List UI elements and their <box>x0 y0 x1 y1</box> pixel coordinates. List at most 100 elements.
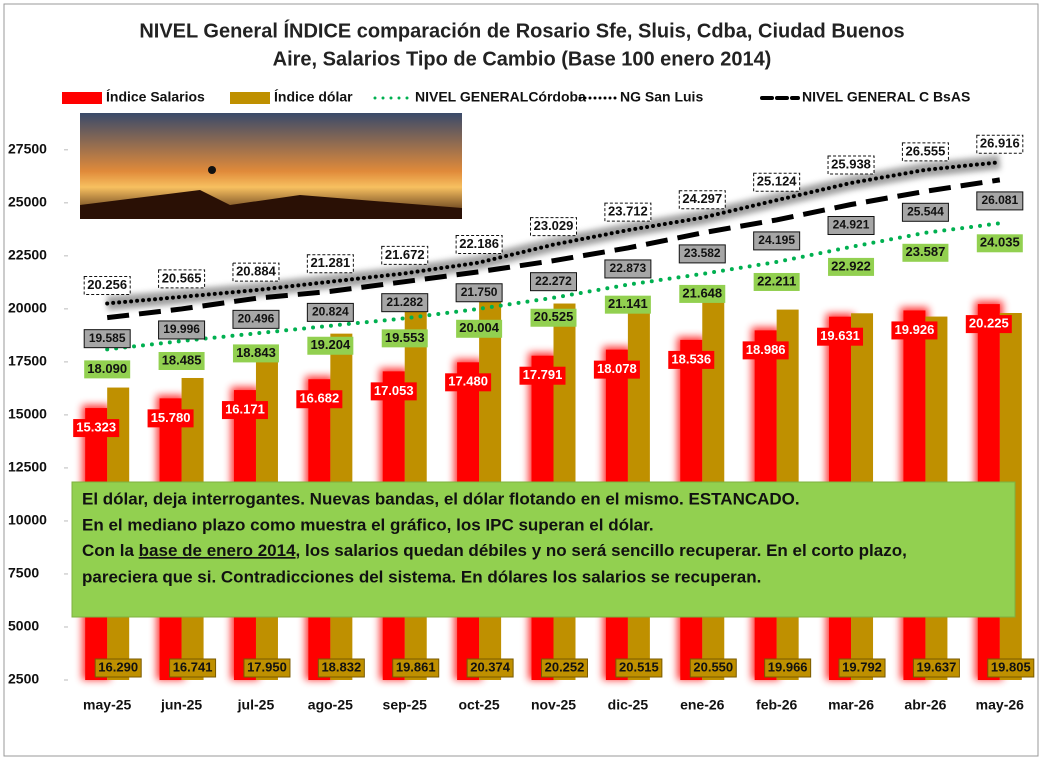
y-tick-label: 2500 <box>8 671 39 687</box>
y-tick-label: 27500 <box>8 141 47 157</box>
value-label: 20.225 <box>969 316 1009 331</box>
annotation-text: En el mediano plazo como muestra el gráf… <box>82 515 654 534</box>
y-tick-label: 22500 <box>8 247 47 263</box>
y-tick-label: 20000 <box>8 300 47 316</box>
value-label: 19.585 <box>89 331 126 345</box>
value-label: 19.553 <box>385 330 425 345</box>
annotation-text: pareciera que si. Contradicciones del si… <box>82 567 761 586</box>
value-label: 17.950 <box>247 659 287 674</box>
value-label: 20.550 <box>693 659 733 674</box>
value-label: 17.791 <box>523 367 563 382</box>
y-tick-label: 15000 <box>8 406 47 422</box>
value-label: 19.631 <box>820 328 860 343</box>
value-label: 25.124 <box>757 174 798 189</box>
value-label: 20.374 <box>470 659 511 674</box>
x-tick-label: may-25 <box>83 697 131 713</box>
value-label: 21.141 <box>608 296 648 311</box>
value-label: 17.053 <box>374 383 414 398</box>
value-label: 19.805 <box>991 659 1031 674</box>
photo-runner <box>208 166 216 174</box>
legend-swatch <box>230 92 270 104</box>
value-label: 19.637 <box>917 659 957 674</box>
chart-title: Aire, Salarios Tipo de Cambio (Base 100 … <box>273 48 772 70</box>
value-label: 20.256 <box>87 277 127 292</box>
value-label: 19.861 <box>396 659 436 674</box>
annotation-segment: Con la <box>82 541 139 560</box>
value-label: 21.648 <box>682 285 722 300</box>
value-label: 18.843 <box>236 345 276 360</box>
value-label: 20.496 <box>238 312 275 326</box>
page: {"chart_data": {"type": "bar", "title": … <box>0 0 1044 760</box>
value-label: 15.323 <box>76 419 116 434</box>
legend-label: NG San Luis <box>620 89 703 105</box>
value-label: 22.272 <box>535 274 572 288</box>
chart: NIVEL General ÍNDICE comparación de Rosa… <box>0 0 1044 760</box>
value-label: 24.195 <box>758 233 795 247</box>
value-label: 16.171 <box>225 402 265 417</box>
value-label: 20.515 <box>619 659 659 674</box>
value-label: 24.035 <box>980 235 1020 250</box>
x-tick-label: feb-26 <box>756 697 797 713</box>
value-label: 21.281 <box>310 255 350 270</box>
value-label: 22.211 <box>757 273 796 288</box>
value-label: 18.078 <box>597 361 637 376</box>
value-label: 25.938 <box>831 156 871 171</box>
value-label: 18.090 <box>87 361 127 376</box>
value-label: 16.741 <box>173 659 213 674</box>
value-label: 19.996 <box>163 322 200 336</box>
value-label: 18.832 <box>321 659 361 674</box>
value-label: 23.029 <box>534 218 574 233</box>
x-tick-label: ago-25 <box>308 697 353 713</box>
value-label: 20.824 <box>312 305 349 319</box>
value-label: 26.916 <box>980 136 1020 151</box>
value-label: 23.712 <box>608 204 648 219</box>
value-label: 19.966 <box>768 659 808 674</box>
value-label: 22.873 <box>610 261 647 275</box>
annotation-text: El dólar, deja interrogantes. Nuevas ban… <box>82 489 800 508</box>
y-tick-label: 5000 <box>8 618 39 634</box>
annotation-segment: base de enero 2014 <box>139 541 296 560</box>
value-label: 24.921 <box>833 218 870 232</box>
y-tick-label: 25000 <box>8 194 47 210</box>
legend-label: NIVEL GENERAL C BsAS <box>802 89 970 105</box>
value-label: 20.884 <box>236 264 277 279</box>
value-label: 20.004 <box>459 320 500 335</box>
legend-label: Índice dólar <box>274 89 353 105</box>
value-label: 23.587 <box>906 244 946 259</box>
value-label: 21.672 <box>385 247 425 262</box>
value-label: 16.682 <box>299 391 339 406</box>
value-label: 16.290 <box>98 659 138 674</box>
x-tick-label: ene-26 <box>680 697 725 713</box>
x-tick-label: jul-25 <box>237 697 275 713</box>
value-label: 18.485 <box>162 352 202 367</box>
legend-label: Índice Salarios <box>106 89 205 105</box>
x-tick-label: mar-26 <box>828 697 874 713</box>
value-label: 20.565 <box>162 270 202 285</box>
value-label: 19.792 <box>842 659 882 674</box>
x-tick-label: abr-26 <box>904 697 946 713</box>
x-tick-label: sep-25 <box>383 697 428 713</box>
x-tick-label: oct-25 <box>458 697 499 713</box>
y-tick-label: 12500 <box>8 459 47 475</box>
value-label: 21.750 <box>461 285 498 299</box>
annotation-text: Con la base de enero 2014, los salarios … <box>82 541 907 560</box>
value-label: 26.081 <box>981 193 1018 207</box>
x-tick-label: dic-25 <box>608 697 649 713</box>
y-tick-label: 7500 <box>8 565 39 581</box>
x-tick-label: may-26 <box>976 697 1024 713</box>
value-label: 24.297 <box>682 191 722 206</box>
x-tick-label: jun-25 <box>160 697 202 713</box>
x-tick-label: nov-25 <box>531 697 576 713</box>
value-label: 20.525 <box>534 309 574 324</box>
value-label: 23.582 <box>684 246 721 260</box>
value-label: 22.922 <box>831 258 871 273</box>
value-label: 19.926 <box>895 322 935 337</box>
value-label: 18.986 <box>746 342 786 357</box>
value-label: 19.204 <box>310 337 351 352</box>
legend-label: NIVEL GENERALCórdoba <box>415 89 586 105</box>
value-label: 21.282 <box>386 295 423 309</box>
value-label: 26.555 <box>906 143 946 158</box>
chart-title: NIVEL General ÍNDICE comparación de Rosa… <box>139 19 904 42</box>
y-tick-label: 10000 <box>8 512 47 528</box>
value-label: 20.252 <box>545 659 585 674</box>
